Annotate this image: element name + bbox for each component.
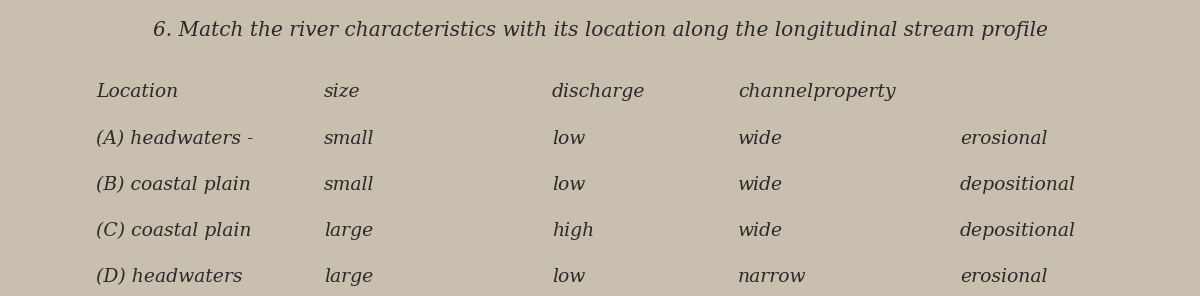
Text: 6. Match the river characteristics with its location along the longitudinal stre: 6. Match the river characteristics with … (152, 21, 1048, 40)
Text: small: small (324, 130, 374, 148)
Text: size: size (324, 83, 361, 101)
Text: large: large (324, 268, 373, 286)
Text: wide: wide (738, 222, 784, 240)
Text: discharge: discharge (552, 83, 646, 101)
Text: wide: wide (738, 130, 784, 148)
Text: low: low (552, 130, 586, 148)
Text: narrow: narrow (738, 268, 806, 286)
Text: high: high (552, 222, 594, 240)
Text: low: low (552, 176, 586, 194)
Text: (C) coastal plain: (C) coastal plain (96, 222, 252, 240)
Text: erosional: erosional (960, 130, 1048, 148)
Text: (D) headwaters: (D) headwaters (96, 268, 242, 286)
Text: (B) coastal plain: (B) coastal plain (96, 176, 251, 194)
Text: depositional: depositional (960, 222, 1076, 240)
Text: (A) headwaters -: (A) headwaters - (96, 130, 253, 148)
Text: large: large (324, 222, 373, 240)
Text: Location: Location (96, 83, 179, 101)
Text: small: small (324, 176, 374, 194)
Text: low: low (552, 268, 586, 286)
Text: depositional: depositional (960, 176, 1076, 194)
Text: channelproperty: channelproperty (738, 83, 895, 101)
Text: erosional: erosional (960, 268, 1048, 286)
Text: wide: wide (738, 176, 784, 194)
